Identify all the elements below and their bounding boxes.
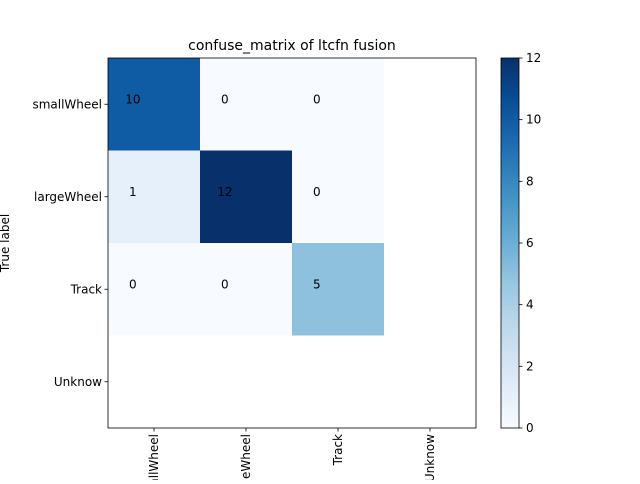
- cell-value-label: 0: [313, 185, 321, 199]
- colorbar-tick-label: 10: [526, 113, 541, 127]
- cell-value-label: 5: [313, 278, 321, 292]
- heatmap-cell: [108, 243, 200, 336]
- heatmap-cell: [200, 58, 292, 151]
- heatmap-cell: [292, 150, 384, 243]
- heatmap-cell: [292, 243, 384, 336]
- colorbar-tick-label: 12: [526, 51, 541, 65]
- heatmap-cell: [108, 58, 200, 151]
- x-tick-label: smallWheel: [147, 434, 161, 480]
- heatmap-cell: [292, 58, 384, 151]
- heatmap-cell: [200, 150, 292, 243]
- y-axis-label: True label: [0, 214, 12, 273]
- chart-title: confuse_matrix of ltcfn fusion: [188, 38, 396, 54]
- plot-frame: [107, 57, 477, 429]
- cell-value-label: 10: [125, 93, 140, 107]
- cell-value-label: 0: [129, 278, 137, 292]
- cell-value-label: 0: [313, 93, 321, 107]
- cell-value-label: 1: [129, 185, 137, 199]
- heatmap-cell: [200, 243, 292, 336]
- y-tick-label: smallWheel: [32, 97, 102, 111]
- y-tick-label: Track: [70, 282, 102, 296]
- colorbar-tick-label: 8: [526, 174, 534, 188]
- y-axis-ticks: smallWheel largeWheel Track Unknow: [32, 97, 108, 389]
- cell-value-label: 0: [221, 278, 229, 292]
- colorbar-ticks: 0 2 4 6 8 10 12: [519, 51, 541, 435]
- y-tick-label: Unknow: [54, 375, 102, 389]
- colorbar: [500, 57, 520, 429]
- heatmap-cell: [108, 150, 200, 243]
- x-tick-label: largeWheel: [239, 434, 253, 480]
- colorbar-tick-label: 2: [526, 359, 534, 373]
- colorbar-tick-label: 6: [526, 236, 534, 250]
- x-tick-label: Unknow: [423, 434, 437, 480]
- cell-value-label: 12: [217, 185, 232, 199]
- x-axis-ticks: smallWheel largeWheel Track Unknow: [147, 428, 437, 484]
- y-tick-label: largeWheel: [34, 190, 102, 204]
- heatmap-cells: 10 0 0 1 12 0 0 0 5: [108, 58, 384, 336]
- cell-value-label: 0: [221, 93, 229, 107]
- x-tick-label: Track: [331, 434, 345, 466]
- colorbar-tick-label: 4: [526, 298, 534, 312]
- colorbar-tick-label: 0: [526, 421, 534, 435]
